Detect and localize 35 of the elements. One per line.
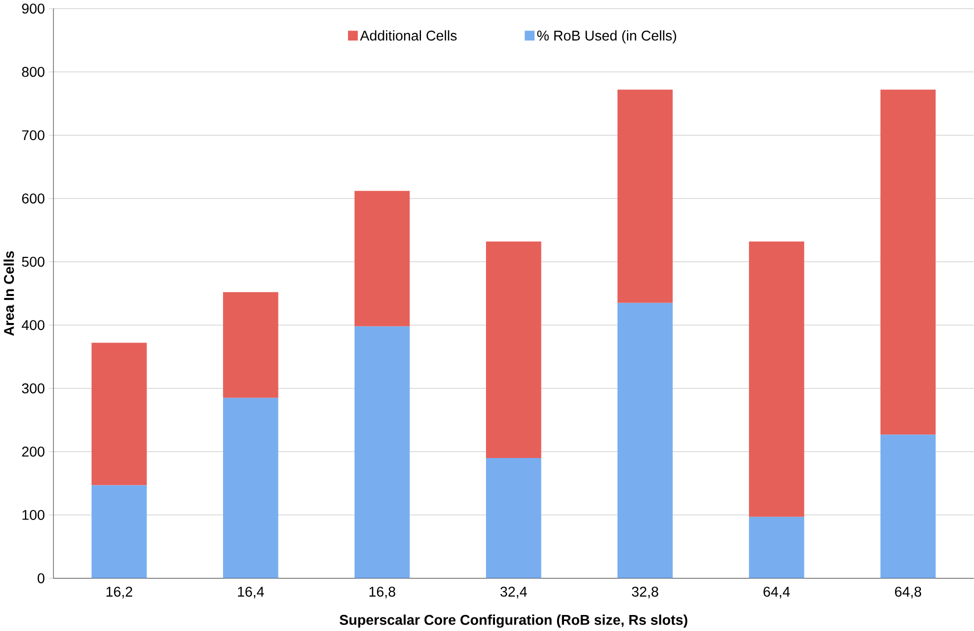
y-tick-label: 100 — [22, 510, 44, 520]
y-tick-label: 500 — [22, 256, 44, 267]
x-tick-label: 32,4 — [500, 586, 527, 598]
bar — [486, 458, 542, 578]
y-tick-label: 900 — [22, 3, 44, 14]
bar — [486, 241, 542, 458]
x-tick-label: 64,8 — [895, 586, 922, 598]
y-tick-label: 600 — [22, 193, 44, 204]
bar — [354, 190, 410, 326]
bar — [748, 241, 804, 517]
bar — [880, 89, 936, 434]
bar — [223, 292, 278, 398]
bar — [748, 516, 804, 578]
x-tick-label: 32,8 — [632, 586, 658, 598]
bar — [223, 398, 278, 578]
y-axis-title: Area In Cells — [4, 251, 14, 336]
bar — [617, 89, 673, 303]
bar — [92, 342, 147, 486]
y-tick-label: 700 — [22, 130, 44, 140]
bar — [354, 326, 410, 578]
y-tick-label: 200 — [22, 446, 44, 456]
x-tick-label: 16,8 — [369, 586, 396, 598]
bar — [880, 434, 936, 578]
y-tick-label: 400 — [22, 320, 44, 330]
bar — [617, 302, 673, 578]
y-tick-label: 300 — [22, 383, 44, 394]
x-tick-label: 16,2 — [106, 586, 132, 598]
y-tick-label: 800 — [22, 66, 44, 77]
legend-label: Additional Cells — [360, 30, 457, 40]
bar — [92, 485, 147, 578]
x-tick-label: 64,4 — [764, 586, 790, 598]
x-tick-label: 16,4 — [238, 586, 264, 598]
y-tick-label: 0 — [38, 573, 44, 584]
legend-label: % RoB Used (in Cells) — [537, 30, 676, 44]
x-axis-title: Superscalar Core Configuration (RoB size, Rs slots) — [340, 614, 688, 628]
